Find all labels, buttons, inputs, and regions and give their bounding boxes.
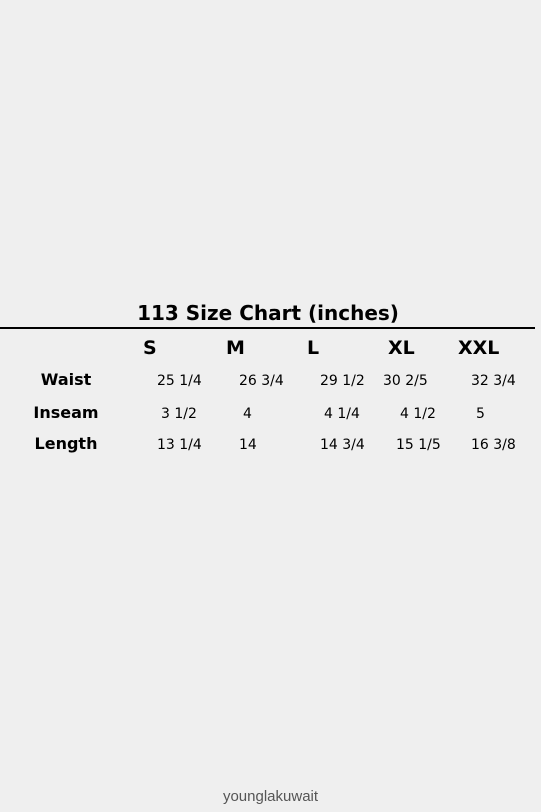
cell-value: 15 1/5	[396, 437, 441, 453]
cell-value: 4 1/4	[324, 406, 360, 422]
column-header: XXL	[458, 337, 500, 359]
footer: younglakuwait	[222, 788, 319, 805]
row-label: Length	[34, 434, 98, 453]
cell-value: 3 1/2	[161, 406, 197, 422]
column-header: S	[143, 337, 157, 359]
column-header: L	[307, 337, 320, 359]
cell-value: 16 3/8	[471, 437, 516, 453]
cell-value: 5	[476, 406, 485, 422]
cell-value: 4	[243, 406, 252, 422]
chart-title: 113 Size Chart (inches)	[137, 301, 399, 325]
cell-value: 14	[239, 437, 257, 453]
column-header: M	[226, 337, 245, 359]
cell-value: 26 3/4	[239, 373, 284, 389]
cell-value: 30 2/5	[383, 373, 428, 389]
cell-value: 14 3/4	[320, 437, 365, 453]
cell-value: 32 3/4	[471, 373, 516, 389]
cell-value: 29 1/2	[320, 373, 365, 389]
cell-value: 25 1/4	[157, 373, 202, 389]
cell-value: 13 1/4	[157, 437, 202, 453]
title-rule	[0, 327, 535, 329]
row-label: Inseam	[33, 403, 99, 422]
cell-value: 4 1/2	[400, 406, 436, 422]
row-label: Waist	[40, 370, 92, 389]
column-header: XL	[388, 337, 415, 359]
